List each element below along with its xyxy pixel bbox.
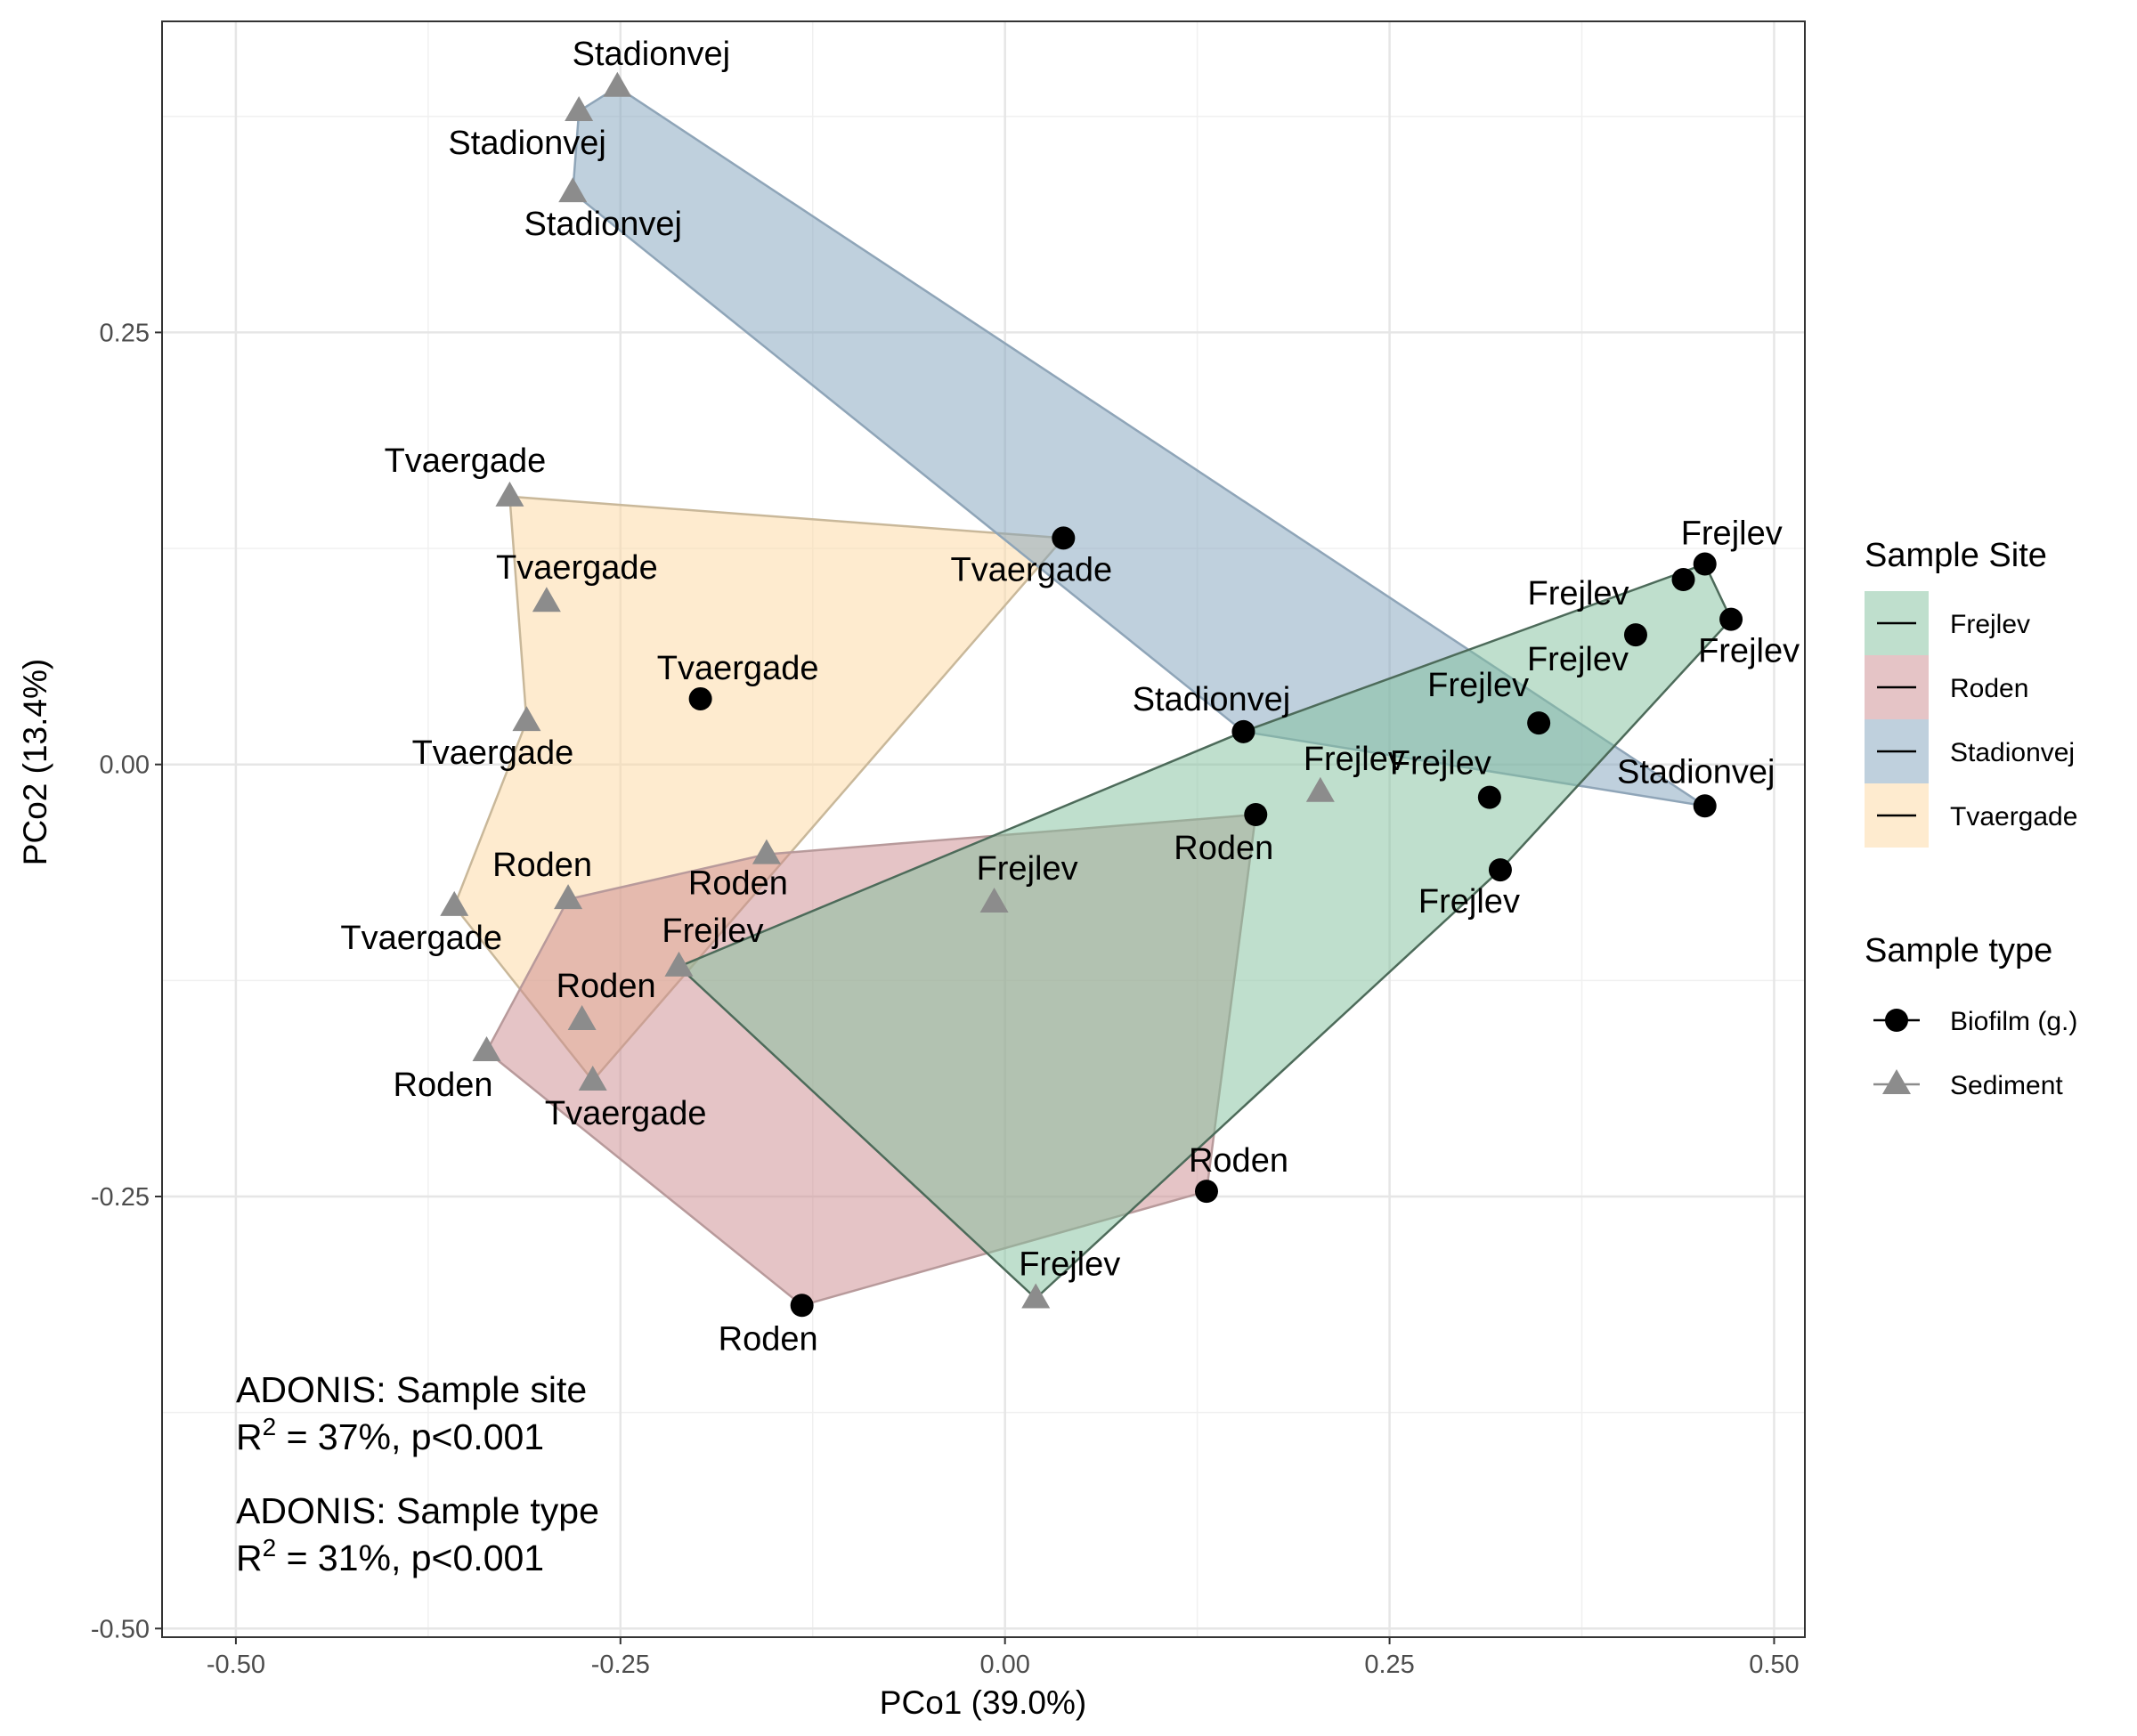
legend-sample-type: Sample type Biofilm (g.) Sediment: [1865, 932, 2077, 1100]
adonis-annotations: ADONIS: Sample site R2 = 37%, p<0.001 AD…: [236, 1369, 599, 1578]
biofilm-point: [1052, 526, 1076, 550]
sediment-point: [664, 951, 694, 977]
legend-type-title: Sample type: [1865, 932, 2052, 969]
sediment-point: [558, 177, 588, 203]
point-label: Tvaergade: [657, 650, 819, 687]
legend-biofilm-marker: [1885, 1009, 1908, 1032]
point-label: Roden: [1174, 830, 1273, 867]
point-label: Tvaergade: [545, 1095, 707, 1132]
adonis-site-stats: R2 = 37%, p<0.001: [236, 1413, 544, 1457]
sediment-point: [554, 884, 583, 910]
point-label: Frejlev: [662, 913, 763, 950]
point-labels: Tvaergade Tvaergade Stadionvej Roden Roden Ro…: [340, 36, 1800, 1359]
sediment-point: [495, 481, 524, 507]
legend-site-title: Sample Site: [1865, 537, 2047, 574]
axes: -0.50 -0.25 0.00 0.25 0.50 -0.50 -0.25 0.00 0.25: [91, 319, 1800, 1679]
sediment-point: [567, 1005, 597, 1030]
biofilm-point: [688, 686, 712, 710]
adonis-site-title: ADONIS: Sample site: [236, 1369, 587, 1410]
adonis-type-title: ADONIS: Sample type: [236, 1490, 599, 1531]
x-axis-title: PCo1 (39.0%): [880, 1684, 1086, 1721]
biofilm-point: [1693, 552, 1717, 576]
biofilm-point: [1477, 785, 1501, 809]
x-tick-label: 0.50: [1749, 1651, 1799, 1679]
sediment-point: [979, 888, 1009, 913]
point-label: Stadionvej: [448, 125, 605, 162]
point-label: Frejlev: [1528, 575, 1629, 612]
point-label: Roden: [719, 1320, 818, 1358]
biofilm-point: [1527, 711, 1551, 735]
x-tick-label: 0.00: [979, 1651, 1029, 1679]
point-label: Tvaergade: [385, 442, 547, 480]
point-label: Tvaergade: [496, 549, 658, 587]
sediment-point: [440, 890, 469, 916]
point-label: Roden: [557, 968, 656, 1005]
sediment-point: [512, 706, 541, 732]
sediment-point: [603, 71, 632, 97]
point-label: Roden: [1189, 1142, 1288, 1180]
point-label: Frejlev: [1427, 667, 1529, 704]
biofilm-point: [1693, 794, 1717, 818]
y-axis-title: PCo2 (13.4%): [17, 659, 53, 865]
biofilm-point: [1244, 803, 1268, 826]
point-label: Tvaergade: [412, 734, 574, 772]
biofilm-point: [1623, 623, 1647, 647]
sediment-point: [565, 95, 594, 121]
legend-site-label: Stadionvej: [1950, 738, 2075, 767]
y-tick-label: -0.50: [91, 1615, 150, 1643]
point-label: Roden: [688, 865, 788, 903]
site-hulls: [452, 85, 1733, 1307]
biofilm-point: [1231, 719, 1255, 743]
sediment-point: [752, 839, 781, 864]
sediment-point: [1305, 776, 1335, 802]
point-label: Frejlev: [1698, 633, 1800, 670]
legend-sample-site: Sample Site Frejlev Roden Stadionvej Tvaerg…: [1865, 537, 2077, 848]
point-label: Tvaergade: [340, 920, 502, 957]
legend-site-label: Tvaergade: [1950, 802, 2077, 831]
legend-type-label: Biofilm (g.): [1950, 1007, 2077, 1036]
point-label: Roden: [394, 1067, 493, 1104]
biofilm-point: [1488, 858, 1512, 882]
legend-sediment-marker: [1882, 1069, 1911, 1094]
sediment-point: [472, 1035, 501, 1061]
biofilm-point: [1194, 1180, 1218, 1204]
x-tick-label: -0.50: [207, 1651, 265, 1679]
biofilm-point: [790, 1294, 814, 1318]
sediment-point: [532, 587, 561, 612]
plot-panel-border: [161, 20, 1806, 1638]
point-label: Frejlev: [1681, 515, 1783, 553]
legend-site-label: Roden: [1950, 674, 2028, 703]
y-tick-label: 0.00: [100, 751, 150, 780]
x-tick-label: 0.25: [1364, 1651, 1414, 1679]
point-label: Stadionvej: [573, 36, 730, 73]
legend-site-label: Frejlev: [1950, 610, 2030, 639]
point-label: Frejlev: [1527, 641, 1629, 678]
point-label: Frejlev: [1019, 1246, 1120, 1284]
point-label: Stadionvej: [524, 206, 682, 243]
sediment-point: [1021, 1283, 1051, 1309]
adonis-type-stats: R2 = 31%, p<0.001: [236, 1534, 544, 1578]
legend-type-label: Sediment: [1950, 1071, 2063, 1100]
point-label: Stadionvej: [1617, 753, 1775, 791]
point-label: Roden: [492, 847, 592, 884]
biofilm-point: [1719, 607, 1743, 631]
biofilm-point: [1671, 568, 1695, 591]
point-label: Frejlev: [977, 850, 1078, 888]
point-label: Frejlev: [1304, 741, 1405, 778]
data-points: [440, 71, 1743, 1318]
y-tick-label: -0.25: [91, 1183, 150, 1212]
x-tick-label: -0.25: [591, 1651, 650, 1679]
sediment-point: [578, 1065, 607, 1091]
point-label: Tvaergade: [950, 551, 1112, 588]
point-label: Stadionvej: [1133, 681, 1290, 718]
point-label: Frejlev: [1418, 883, 1520, 921]
point-label: Frejlev: [1390, 745, 1491, 783]
y-tick-label: 0.25: [100, 319, 150, 347]
